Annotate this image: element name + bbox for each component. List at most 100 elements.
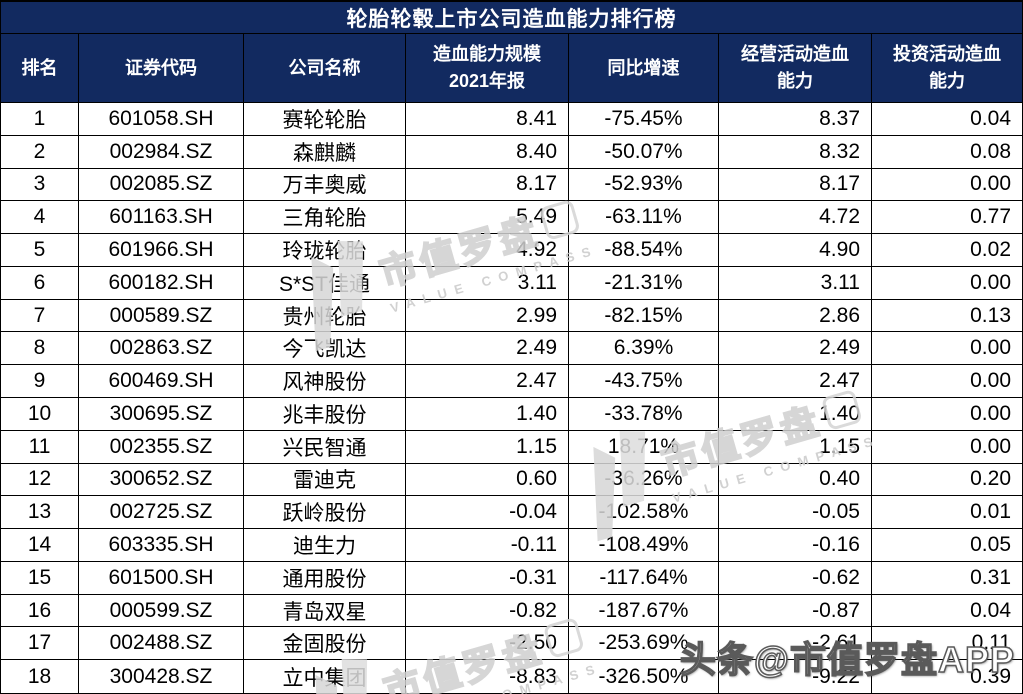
cell-yoy: -36.26%: [569, 463, 719, 496]
cell-operating: 2.86: [719, 299, 872, 332]
cell-investing: 0.00: [970, 401, 1011, 425]
cell-investing: 0.00: [970, 270, 1011, 294]
cell-investing: 0.39: [970, 664, 1011, 688]
cell-code: 000589.SZ: [79, 299, 244, 332]
cell-operating: -9.22: [719, 660, 872, 693]
cell-operating: -2.61: [719, 627, 872, 660]
cell-name: 万丰奥威: [244, 168, 406, 201]
table-row: 6 600182.SH S*ST佳通 3.11 -21.31% 3.11 0.00: [1, 266, 1022, 300]
cell-yoy: -50.07%: [569, 135, 719, 168]
cell-rank: 14: [1, 529, 79, 561]
header-cell-investing: 投资活动造血 能力: [893, 44, 1001, 91]
cell-name: 雷迪克: [244, 463, 406, 496]
cell-name: 立中集团: [244, 660, 406, 693]
cell-yoy: -187.67%: [569, 594, 719, 627]
cell-operating: 8.17: [719, 168, 872, 201]
cell-operating: 2.47: [719, 365, 872, 397]
cell-rank: 8: [1, 332, 79, 365]
cell-code: 601500.SH: [79, 561, 244, 594]
header-cell-yoy: 同比增速: [569, 34, 719, 102]
table-row: 3 002085.SZ 万丰奥威 8.17 -52.93% 8.17 0.00: [1, 168, 1022, 202]
cell-code: 300652.SZ: [79, 463, 244, 496]
cell-investing: 0.05: [970, 532, 1011, 556]
cell-yoy: -75.45%: [569, 103, 719, 135]
cell-scale: 2.47: [406, 365, 569, 397]
cell-investing: 0.13: [970, 303, 1011, 327]
cell-yoy: -21.31%: [569, 266, 719, 299]
table-row: 13 002725.SZ 跃岭股份 -0.04 -102.58% -0.05 0.01: [1, 496, 1022, 530]
cell-scale: -0.11: [406, 529, 569, 561]
cell-yoy: -108.49%: [569, 529, 719, 561]
cell-rank: 7: [1, 299, 79, 332]
cell-name: 通用股份: [244, 561, 406, 594]
table-row: 4 601163.SH 三角轮胎 5.49 -63.11% 4.72 0.77: [1, 201, 1022, 235]
cell-name: 青岛双星: [244, 594, 406, 627]
cell-name: 兆丰股份: [244, 398, 406, 430]
table-row: 7 000589.SZ 贵州轮胎 2.99 -82.15% 2.86 0.13: [1, 299, 1022, 333]
cell-rank: 12: [1, 463, 79, 496]
cell-operating: 1.40: [719, 398, 872, 430]
cell-operating: -0.16: [719, 529, 872, 561]
cell-code: 600182.SH: [79, 266, 244, 299]
cell-investing: 0.31: [970, 565, 1011, 589]
header-cell-operating: 经营活动造血 能力: [719, 34, 872, 102]
cell-name: 金固股份: [244, 627, 406, 660]
cell-name: 森麒麟: [244, 135, 406, 168]
cell-investing: 0.08: [970, 139, 1011, 163]
cell-scale: 8.40: [406, 135, 569, 168]
cell-code: 601966.SH: [79, 234, 244, 266]
cell-scale: 8.17: [406, 168, 569, 201]
table-title-bar: 轮胎轮毂上市公司造血能力排行榜: [1, 2, 1022, 34]
cell-rank: 13: [1, 496, 79, 529]
cell-scale: 8.41: [406, 103, 569, 135]
cell-code: 002355.SZ: [79, 430, 244, 463]
cell-rank: 1: [1, 103, 79, 135]
cell-name: 迪生力: [244, 529, 406, 561]
cell-rank: 5: [1, 234, 79, 266]
cell-yoy: -102.58%: [569, 496, 719, 529]
table-row: 11 002355.SZ 兴民智通 1.15 18.71% 1.15 0.00: [1, 430, 1022, 464]
cell-rank: 6: [1, 266, 79, 299]
cell-operating: -0.87: [719, 594, 872, 627]
cell-investing: 0.04: [970, 106, 1011, 130]
cell-code: 600469.SH: [79, 365, 244, 397]
cell-operating: 4.72: [719, 201, 872, 234]
cell-scale: 5.49: [406, 201, 569, 234]
header-cell-code: 证券代码: [79, 34, 244, 102]
cell-operating: 4.90: [719, 234, 872, 266]
cell-operating: 8.32: [719, 135, 872, 168]
cell-rank: 15: [1, 561, 79, 594]
cell-operating: -0.05: [719, 496, 872, 529]
cell-scale: -0.82: [406, 594, 569, 627]
table-row: 18 300428.SZ 立中集团 -8.83 -326.50% -9.22 0.39: [1, 660, 1022, 693]
cell-code: 603335.SH: [79, 529, 244, 561]
table-row: 10 300695.SZ 兆丰股份 1.40 -33.78% 1.40 0.00: [1, 398, 1022, 431]
cell-investing: 0.00: [970, 336, 1011, 360]
cell-name: 贵州轮胎: [244, 299, 406, 332]
cell-yoy: -117.64%: [569, 561, 719, 594]
cell-name: 跃岭股份: [244, 496, 406, 529]
table-row: 15 601500.SH 通用股份 -0.31 -117.64% -0.62 0.31: [1, 561, 1022, 595]
table-title: 轮胎轮毂上市公司造血能力排行榜: [346, 7, 677, 31]
cell-rank: 9: [1, 365, 79, 397]
cell-code: 300428.SZ: [79, 660, 244, 693]
cell-operating: 3.11: [719, 266, 872, 299]
cell-scale: -8.83: [406, 660, 569, 693]
cell-yoy: 18.71%: [569, 430, 719, 463]
cell-yoy: -43.75%: [569, 365, 719, 397]
cell-name: 兴民智通: [244, 430, 406, 463]
cell-investing: 0.00: [970, 434, 1011, 458]
header-cell-rank: 排名: [1, 34, 79, 102]
cell-scale: 1.15: [406, 430, 569, 463]
cell-rank: 3: [1, 168, 79, 201]
cell-yoy: -88.54%: [569, 234, 719, 266]
cell-scale: 0.60: [406, 463, 569, 496]
cell-yoy: -63.11%: [569, 201, 719, 234]
table-row: 1 601058.SH 赛轮轮胎 8.41 -75.45% 8.37 0.04: [1, 103, 1022, 136]
cell-yoy: -33.78%: [569, 398, 719, 430]
cell-name: S*ST佳通: [244, 266, 406, 299]
cell-name: 今飞凯达: [244, 332, 406, 365]
cell-operating: 2.49: [719, 332, 872, 365]
cell-operating: 1.15: [719, 430, 872, 463]
